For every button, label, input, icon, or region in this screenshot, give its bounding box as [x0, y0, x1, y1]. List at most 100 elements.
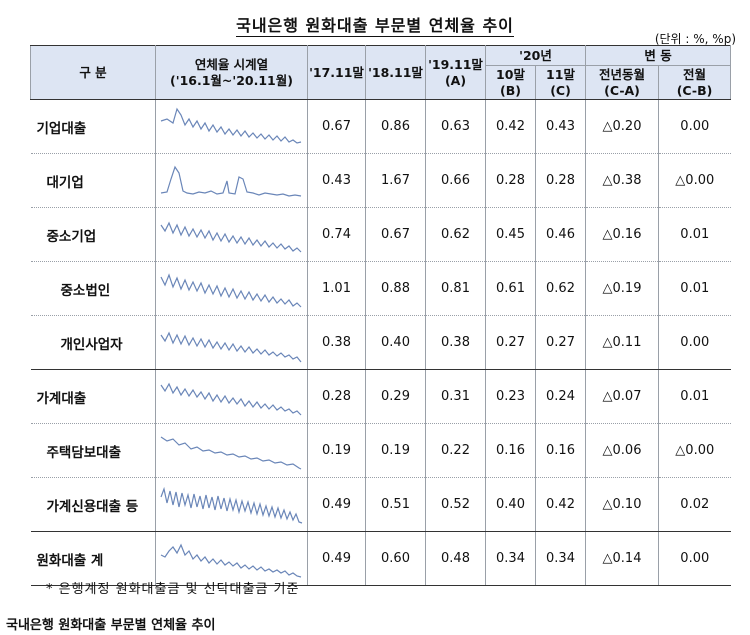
row-label: 기업대출 [30, 99, 156, 154]
cell-18: 0.67 [365, 207, 426, 262]
row-label: 중소법인 [30, 261, 156, 316]
cell-oct: 0.42 [485, 99, 536, 154]
cell-19: 0.48 [425, 531, 486, 586]
cell-19: 0.22 [425, 423, 486, 478]
cell-18: 0.86 [365, 99, 426, 154]
sparkline [155, 99, 308, 154]
row-label: 대기업 [30, 153, 156, 208]
cell-nov: 0.28 [535, 153, 587, 208]
cell-19: 0.31 [425, 369, 486, 424]
header-col-mom: 전월 (C-B) [658, 65, 732, 100]
cell-18: 1.67 [365, 153, 426, 208]
cell-18: 0.29 [365, 369, 426, 424]
cell-oct: 0.40 [485, 477, 536, 532]
table-row: 주택담보대출 0.19 0.19 0.22 0.16 0.16 △0.06 △0… [30, 423, 731, 478]
cell-mom: 0.02 [658, 477, 731, 532]
cell-18: 0.88 [365, 261, 426, 316]
cell-mom: 0.00 [658, 531, 731, 586]
header-group-2020: '20년 [484, 45, 587, 66]
row-label: 가계신용대출 등 [30, 477, 156, 532]
sparkline [155, 261, 308, 316]
cell-oct: 0.23 [485, 369, 536, 424]
cell-19: 0.38 [425, 315, 486, 370]
cell-nov: 0.42 [535, 477, 587, 532]
cell-17: 0.19 [307, 423, 366, 478]
cell-mom: 0.01 [658, 261, 731, 316]
unit-label: (단위 : %, %p) [654, 32, 736, 46]
cell-17: 0.67 [307, 99, 366, 154]
cell-19: 0.66 [425, 153, 486, 208]
cell-17: 0.49 [307, 531, 366, 586]
cell-yoy: △0.07 [585, 369, 660, 424]
cell-mom: 0.01 [658, 207, 731, 262]
cell-yoy: △0.16 [585, 207, 660, 262]
cell-17: 0.38 [307, 315, 366, 370]
sparkline-line [160, 221, 301, 252]
header-series: 연체율 시계열 ('16.1월~'20.11월) [155, 45, 308, 100]
table-row: 대기업 0.43 1.67 0.66 0.28 0.28 △0.38 △0.00 [30, 153, 731, 208]
sparkline [155, 477, 308, 532]
header-col-19: '19.11말 (A) [425, 45, 486, 100]
header-col-nov: 11말(C) [534, 65, 587, 100]
table-row: 가계대출 0.28 0.29 0.31 0.23 0.24 △0.07 0.01 [30, 369, 731, 424]
cell-17: 0.49 [307, 477, 366, 532]
table-row: 중소기업 0.74 0.67 0.62 0.45 0.46 △0.16 0.01 [30, 207, 731, 262]
cell-yoy: △0.20 [585, 99, 660, 154]
cell-oct: 0.27 [485, 315, 536, 370]
row-label: 가계대출 [30, 369, 156, 424]
cell-17: 0.43 [307, 153, 366, 208]
sparkline [155, 315, 308, 370]
cell-18: 0.40 [365, 315, 426, 370]
cell-nov: 0.24 [535, 369, 587, 424]
cell-nov: 0.27 [535, 315, 587, 370]
cell-oct: 0.61 [485, 261, 536, 316]
cell-19: 0.52 [425, 477, 486, 532]
cell-nov: 0.43 [535, 99, 587, 154]
cell-nov: 0.16 [535, 423, 587, 478]
cell-mom: △0.00 [658, 153, 731, 208]
cell-yoy: △0.10 [585, 477, 660, 532]
sparkline-line [160, 382, 301, 415]
delinquency-table: 구 분 연체율 시계열 ('16.1월~'20.11월) '17.11말 '18.… [30, 45, 732, 586]
cell-oct: 0.45 [485, 207, 536, 262]
row-label: 개인사업자 [30, 315, 156, 370]
table-row: 원화대출 계 0.49 0.60 0.48 0.34 0.34 △0.14 0.… [30, 531, 731, 586]
table-row: 중소법인 1.01 0.88 0.81 0.61 0.62 △0.19 0.01 [30, 261, 731, 316]
sparkline-line [159, 272, 301, 307]
sparkline-line [160, 543, 301, 578]
cell-yoy: △0.19 [585, 261, 660, 316]
sparkline-line [159, 486, 302, 524]
cell-yoy: △0.11 [585, 315, 660, 370]
cell-nov: 0.62 [535, 261, 587, 316]
cell-mom: △0.00 [658, 423, 731, 478]
cell-19: 0.62 [425, 207, 486, 262]
image-caption: 국내은행 원화대출 부문별 연체율 추이 [6, 618, 216, 633]
header-category: 구 분 [30, 45, 156, 100]
cell-yoy: △0.06 [585, 423, 660, 478]
header-group-change: 변 동 [585, 45, 732, 66]
cell-19: 0.81 [425, 261, 486, 316]
row-label: 중소기업 [30, 207, 156, 262]
table-row: 가계신용대출 등 0.49 0.51 0.52 0.40 0.42 △0.10 … [30, 477, 731, 532]
cell-oct: 0.28 [485, 153, 536, 208]
sparkline-line [160, 331, 301, 362]
cell-nov: 0.34 [535, 531, 587, 586]
sparkline [155, 423, 308, 478]
cell-nov: 0.46 [535, 207, 587, 262]
cell-17: 1.01 [307, 261, 366, 316]
cell-oct: 0.16 [485, 423, 536, 478]
row-label: 주택담보대출 [30, 423, 156, 478]
cell-mom: 0.01 [658, 369, 731, 424]
table-row: 개인사업자 0.38 0.40 0.38 0.27 0.27 △0.11 0.0… [30, 315, 731, 370]
cell-mom: 0.00 [658, 315, 731, 370]
header-col-18: '18.11말 [365, 45, 426, 100]
sparkline [155, 369, 308, 424]
row-label: 원화대출 계 [30, 531, 156, 586]
sparkline-line [160, 107, 301, 144]
header-col-17: '17.11말 [307, 45, 366, 100]
cell-mom: 0.00 [658, 99, 731, 154]
sparkline [155, 207, 308, 262]
cell-17: 0.74 [307, 207, 366, 262]
header-col-yoy: 전년동월 (C-A) [585, 65, 660, 100]
cell-18: 0.60 [365, 531, 426, 586]
